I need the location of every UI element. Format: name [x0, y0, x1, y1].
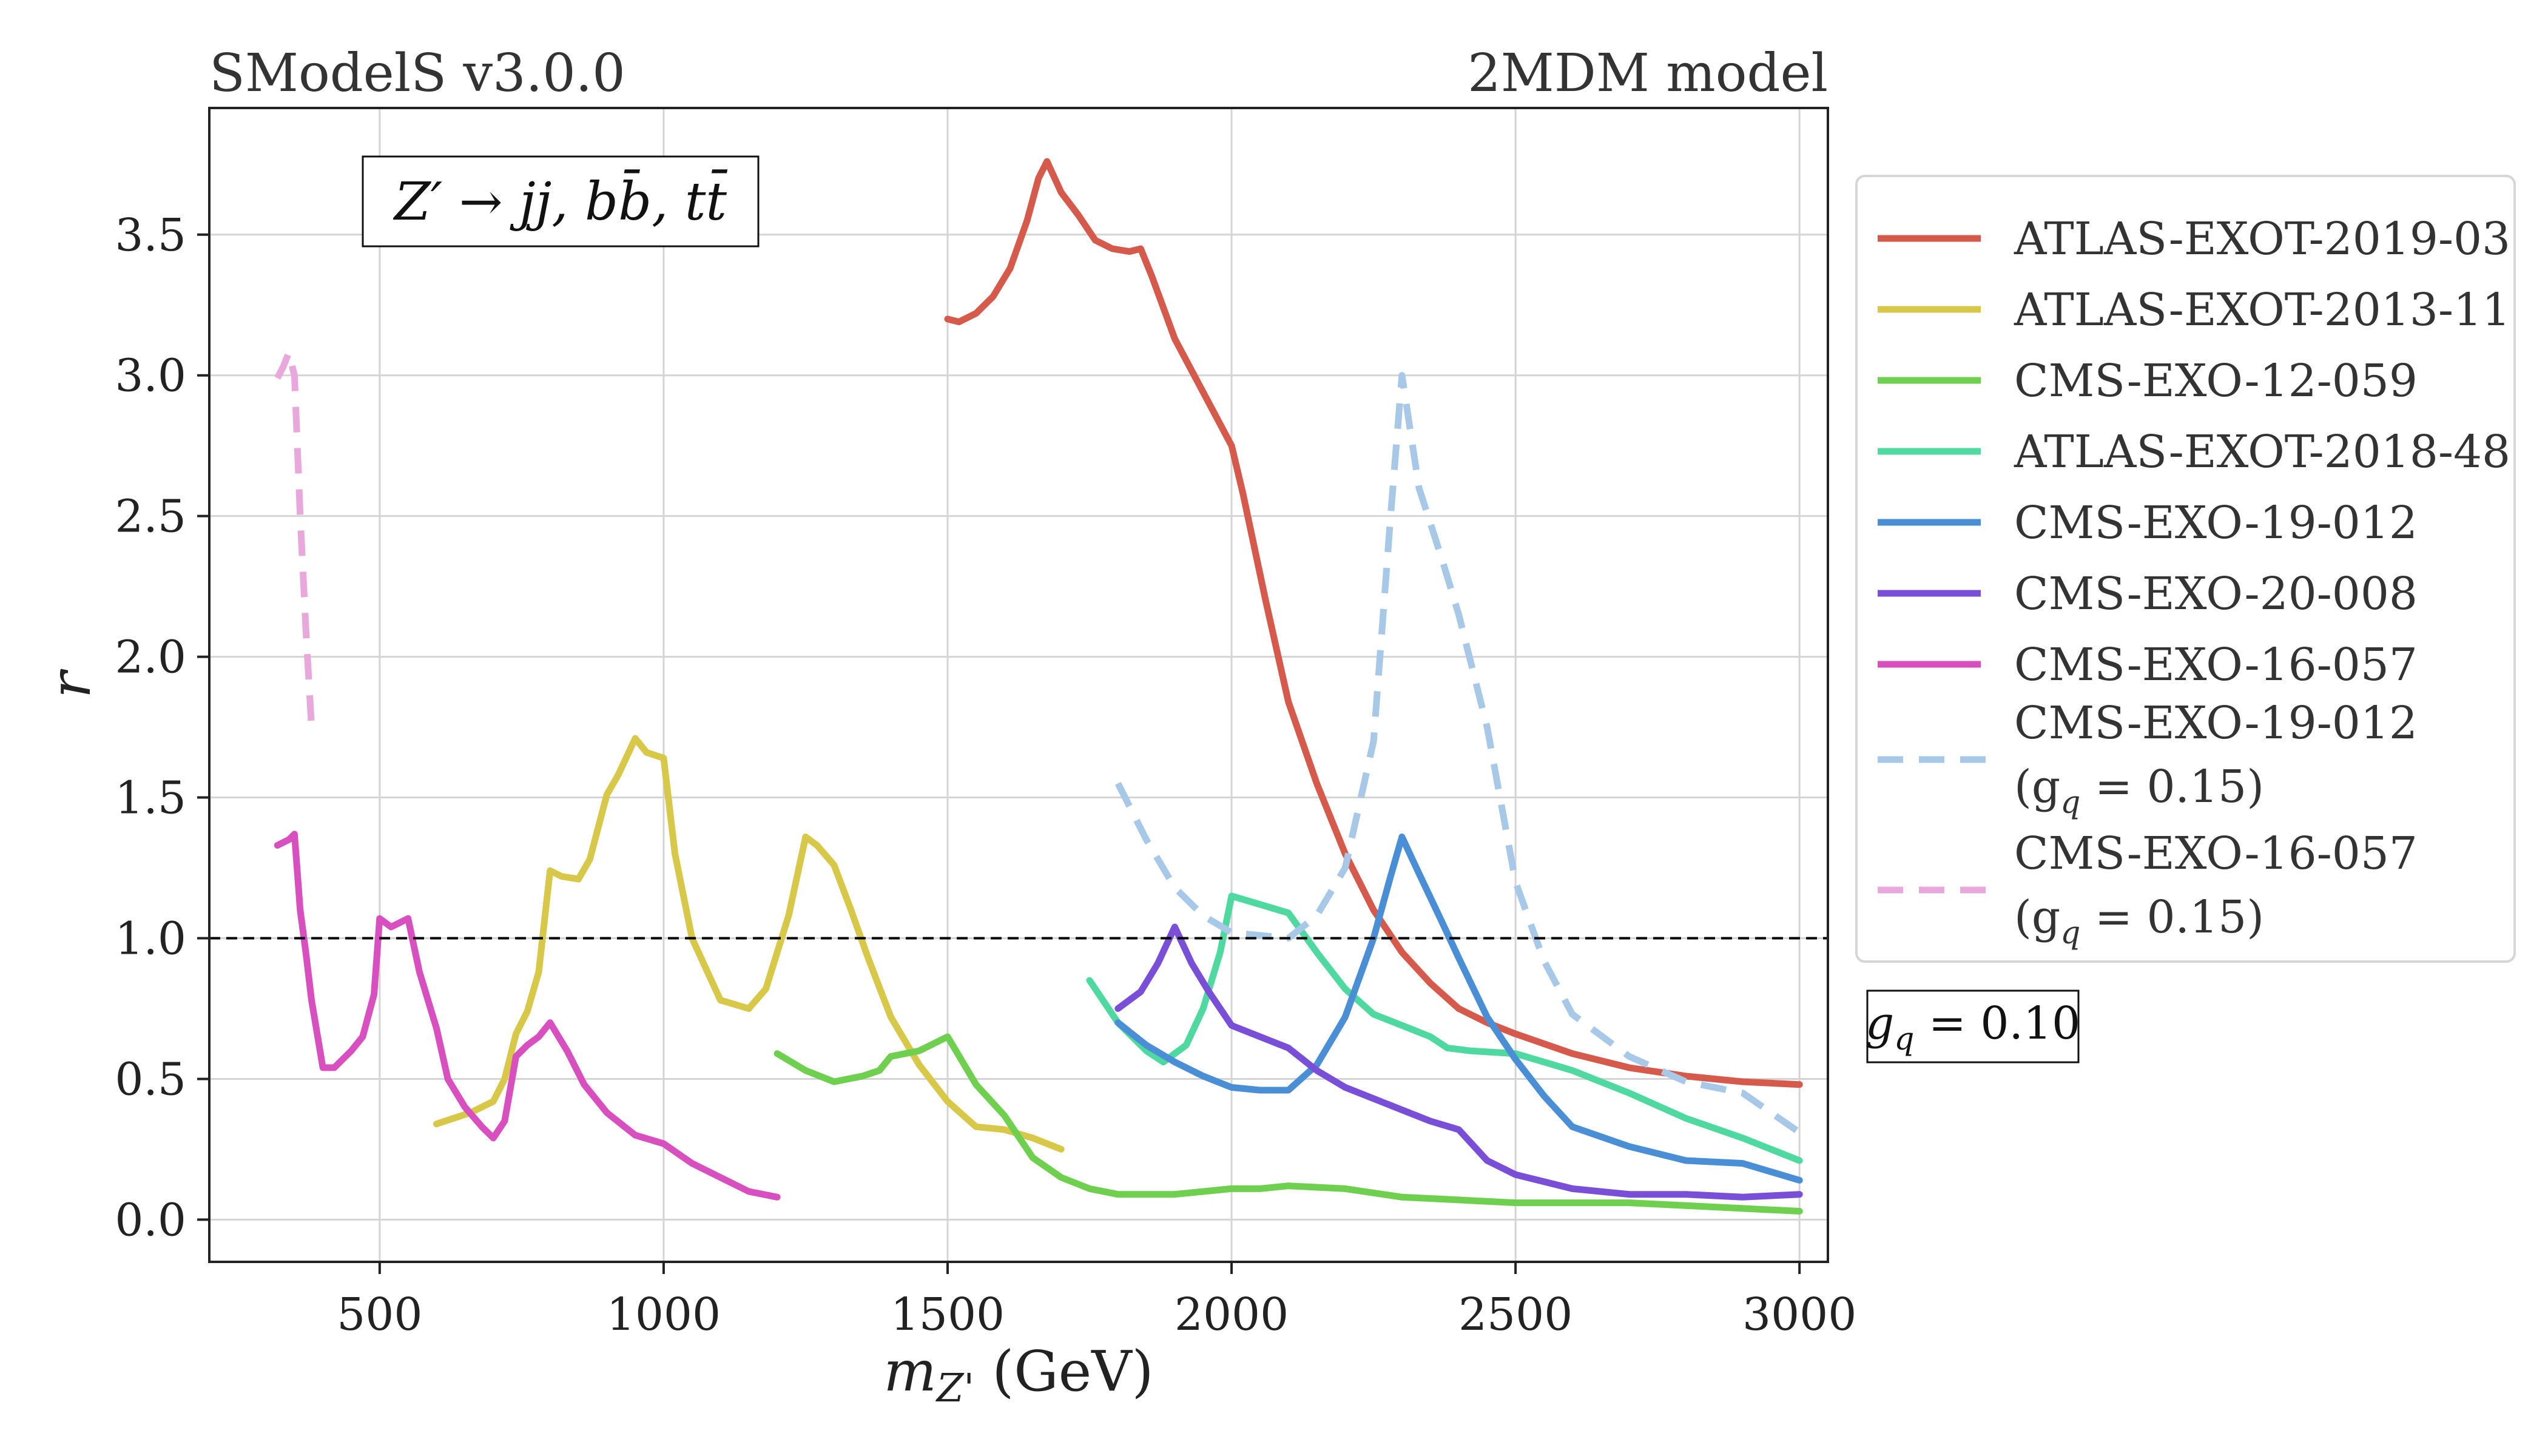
x-tick-label: 3000 [1742, 1289, 1856, 1341]
y-tick-label: 1.0 [115, 913, 186, 965]
ticks: 500 1000 1500 2000 2500 3000 0.0 0.5 1.0 1.5 2.0 2.… [115, 209, 1856, 1341]
x-tick-label: 2500 [1458, 1289, 1572, 1341]
legend-label: CMS-EXO-19-012 [2014, 497, 2418, 549]
note-text: gq = 0.10 [1866, 997, 2080, 1057]
series-layer [209, 158, 1828, 1215]
legend-label: ATLAS-EXOT-2018-48 [2014, 426, 2510, 478]
axes-frame [208, 107, 1829, 1263]
series-line-3 [774, 1033, 1803, 1215]
x-axis-label: mZ' (GeV) [883, 1339, 1153, 1411]
legend: ATLAS-EXOT-2019-03 ATLAS-EXOT-2013-11 CMS-… [1855, 175, 2516, 963]
legend-sublabel: (gq = 0.15) [2014, 761, 2264, 821]
legend-sublabel: (gq = 0.15) [2014, 891, 2264, 951]
y-tick-label: 3.0 [115, 350, 186, 402]
y-axis-label: r [38, 669, 103, 698]
legend-label: ATLAS-EXOT-2013-11 [2014, 284, 2510, 336]
legend-label: CMS-EXO-16-057 [2014, 827, 2418, 880]
x-tick-label: 1500 [891, 1289, 1005, 1341]
y-axis-label-text: r [38, 669, 103, 698]
legend-label: CMS-EXO-20-008 [2014, 568, 2418, 620]
note-frame [1866, 989, 2080, 1063]
x-tick-label: 1000 [607, 1289, 721, 1341]
y-tick-label: 1.5 [115, 772, 186, 824]
legend-label: CMS-EXO-12-059 [2014, 355, 2418, 407]
x-tick-label: 2000 [1175, 1289, 1289, 1341]
series-line-9 [274, 349, 315, 727]
y-tick-label: 2.0 [115, 632, 186, 684]
x-axis-label-text: mZ' (GeV) [883, 1339, 1153, 1411]
note-box: gq = 0.10 [1866, 989, 2080, 1063]
title-right: 2MDM model [1468, 43, 1828, 104]
series-line-1 [944, 158, 1803, 1088]
annotation-text: Z′ → jj, bb̄, tt̄ [393, 169, 727, 232]
legend-label: CMS-EXO-19-012 [2014, 697, 2418, 749]
legend-label: ATLAS-EXOT-2019-03 [2014, 213, 2510, 265]
annotation-box: Z′ → jj, bb̄, tt̄ [362, 155, 760, 248]
series-line-7 [274, 831, 781, 1201]
axes [208, 107, 1829, 1263]
y-tick-label: 0.0 [115, 1194, 186, 1246]
legend-frame [1855, 175, 2516, 963]
title-left: SModelS v3.0.0 [209, 43, 625, 104]
y-tick-label: 0.5 [115, 1053, 186, 1105]
series-line-2 [433, 735, 1065, 1153]
legend-label: CMS-EXO-16-057 [2014, 639, 2418, 691]
x-tick-label: 500 [337, 1289, 422, 1341]
y-tick-label: 2.5 [115, 491, 186, 543]
series-line-4 [1086, 892, 1803, 1164]
series-line-8 [1114, 372, 1802, 1136]
y-tick-label: 3.5 [115, 209, 186, 261]
series-line-5 [1114, 834, 1803, 1184]
series-line-6 [1114, 923, 1803, 1201]
